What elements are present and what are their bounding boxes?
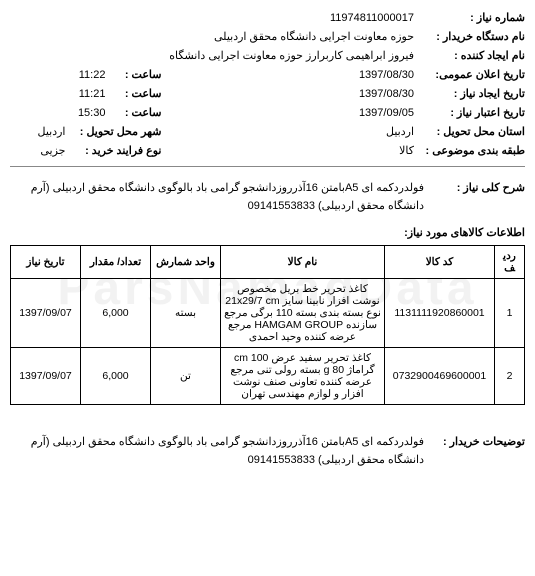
cell-idx: 1 xyxy=(495,279,525,348)
value-overall-desc: فولدردکمه ای A5بامتن 16آذرروزدانشجو گرام… xyxy=(10,180,424,215)
row-niyaz-no: شماره نیاز : 11974811000017 xyxy=(10,8,525,27)
value-buyer-notes: فولدردکمه ای A5بامتن 16آذرروزدانشجو گرام… xyxy=(10,434,424,469)
th-code: کد کالا xyxy=(385,246,495,279)
cell-code: 0732900469600001 xyxy=(385,348,495,405)
row-delivery-loc: استان محل تحویل : اردبیل شهر محل تحویل :… xyxy=(10,122,525,141)
cell-qty: 6,000 xyxy=(81,348,151,405)
th-name: نام کالا xyxy=(221,246,385,279)
value-create-time: 11:21 xyxy=(79,88,106,100)
row-create-date: تاریخ ایجاد نیاز : 1397/08/30 ساعت : 11:… xyxy=(10,84,525,103)
label-creator: نام ایجاد کننده : xyxy=(420,49,525,62)
value-valid-time: 15:30 xyxy=(78,107,106,119)
value-creator: فیروز ابراهیمی کاربرارز حوزه معاونت اجرا… xyxy=(10,49,414,62)
label-valid-time: ساعت : xyxy=(111,106,161,119)
label-niyaz-no: شماره نیاز : xyxy=(420,11,525,24)
value-process-type: جزیی xyxy=(40,144,65,157)
row-buyer-org: نام دستگاه خریدار : حوزه معاونت اجرایی د… xyxy=(10,27,525,46)
row-overall-desc: شرح کلی نیاز : فولدردکمه ای A5بامتن 16آذ… xyxy=(10,177,525,218)
label-public-time: ساعت : xyxy=(111,68,161,81)
value-subject-class: کالا xyxy=(399,144,414,157)
label-subject-class: طبقه بندی موضوعی : xyxy=(420,144,525,157)
table-row: 20732900469600001کاغذ تحریر سفید عرض 100… xyxy=(11,348,525,405)
th-date: تاریخ نیاز xyxy=(11,246,81,279)
value-create-date: 1397/08/30 xyxy=(359,88,414,100)
value-public-date: 1397/08/30 xyxy=(359,69,414,81)
items-section-title: اطلاعات کالاهای مورد نیاز: xyxy=(10,226,525,239)
value-public-time: 11:22 xyxy=(79,69,106,81)
row-subject-class: طبقه بندی موضوعی : کالا نوع فرایند خرید … xyxy=(10,141,525,160)
cell-unit: بسته xyxy=(151,279,221,348)
cell-name: کاغذ تحریر سفید عرض 100 cm گراماژ 80 g ب… xyxy=(221,348,385,405)
cell-idx: 2 xyxy=(495,348,525,405)
cell-date: 1397/09/07 xyxy=(11,279,81,348)
row-valid-date: تاریخ اعتبار نیاز : 1397/09/05 ساعت : 15… xyxy=(10,103,525,122)
value-valid-date: 1397/09/05 xyxy=(359,107,414,119)
row-buyer-notes: توضیحات خریدار : فولدردکمه ای A5بامتن 16… xyxy=(10,431,525,472)
cell-unit: تن xyxy=(151,348,221,405)
label-create-time: ساعت : xyxy=(111,87,161,100)
document: شماره نیاز : 11974811000017 نام دستگاه خ… xyxy=(10,8,525,472)
value-delivery-city: اردبیل xyxy=(37,125,65,138)
value-delivery-state: اردبیل xyxy=(386,125,414,138)
table-header-row: ردیف کد کالا نام کالا واحد شمارش تعداد/ … xyxy=(11,246,525,279)
value-buyer-org: حوزه معاونت اجرایی دانشگاه محقق اردبیلی xyxy=(10,30,414,43)
label-process-type: نوع فرایند خرید : xyxy=(71,144,161,157)
label-buyer-org: نام دستگاه خریدار : xyxy=(420,30,525,43)
label-create-date: تاریخ ایجاد نیاز : xyxy=(420,87,525,100)
th-unit: واحد شمارش xyxy=(151,246,221,279)
cell-qty: 6,000 xyxy=(81,279,151,348)
label-delivery-state: استان محل تحویل : xyxy=(420,125,525,138)
label-delivery-city: شهر محل تحویل : xyxy=(71,125,161,138)
cell-date: 1397/09/07 xyxy=(11,348,81,405)
table-row: 11131111920860001کاغذ تحریر خط بریل مخصو… xyxy=(11,279,525,348)
th-idx: ردیف xyxy=(495,246,525,279)
row-public-date: تاریخ اعلان عمومی: 1397/08/30 ساعت : 11:… xyxy=(10,65,525,84)
value-niyaz-no: 11974811000017 xyxy=(10,12,414,24)
divider xyxy=(10,166,525,167)
row-creator: نام ایجاد کننده : فیروز ابراهیمی کاربرار… xyxy=(10,46,525,65)
label-overall-desc: شرح کلی نیاز : xyxy=(430,180,525,198)
cell-name: کاغذ تحریر خط بریل مخصوص نوشت افزار نابی… xyxy=(221,279,385,348)
th-qty: تعداد/ مقدار xyxy=(81,246,151,279)
items-table: ردیف کد کالا نام کالا واحد شمارش تعداد/ … xyxy=(10,245,525,405)
label-buyer-notes: توضیحات خریدار : xyxy=(430,434,525,452)
label-public-date: تاریخ اعلان عمومی: xyxy=(420,68,525,81)
label-valid-date: تاریخ اعتبار نیاز : xyxy=(420,106,525,119)
cell-code: 1131111920860001 xyxy=(385,279,495,348)
